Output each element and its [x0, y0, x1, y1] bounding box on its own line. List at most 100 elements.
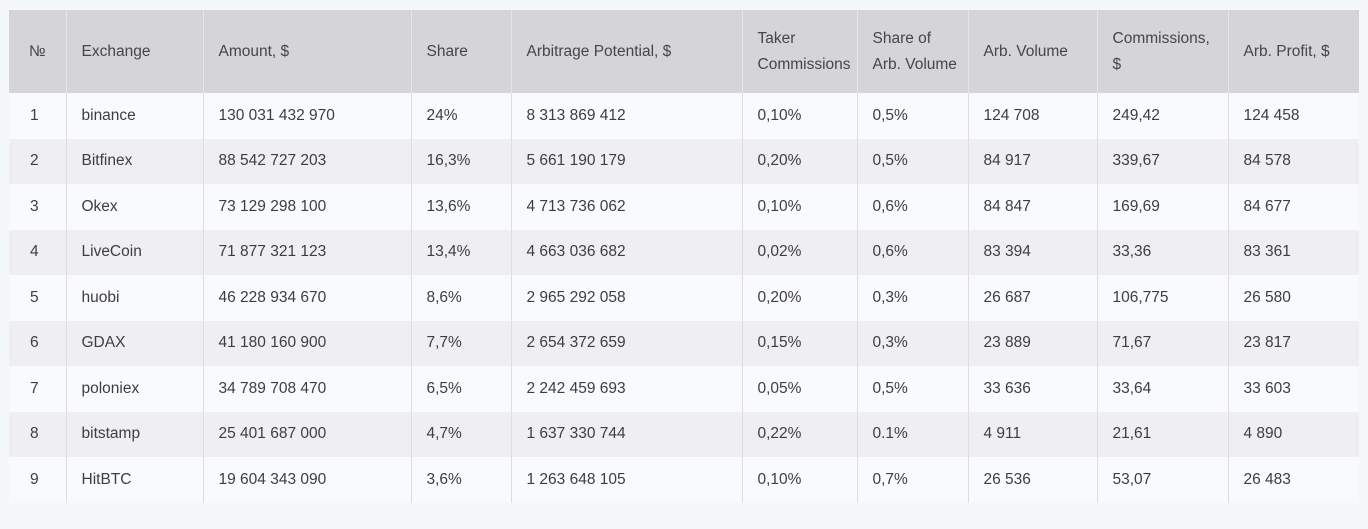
cell-arbitrage-potential-usd: 2 965 292 058 — [511, 275, 743, 321]
exchanges-arbitrage-table: № Exchange Amount, $ Share Arbitrage Potenti… — [9, 10, 1359, 503]
cell-commissions-usd: 169,69 — [1097, 184, 1229, 230]
table-container: № Exchange Amount, $ Share Arbitrage Potenti… — [9, 10, 1359, 503]
column-header-share: Share — [411, 10, 512, 93]
cell-arb-profit-usd: 124 458 — [1243, 106, 1300, 124]
cell-share: 13,6% — [411, 184, 512, 230]
cell-arb-profit-usd: 33 603 — [1243, 379, 1291, 397]
table-row: 9 HitBTC 19 604 343 090 3,6% 1 263 648 105 0,… — [9, 457, 1359, 503]
cell-amount-usd: 130 031 432 970 — [203, 93, 412, 139]
cell-share: 13,4% — [411, 229, 512, 275]
cell-number: 5 — [9, 275, 67, 321]
cell-arbitrage-potential-usd: 1 263 648 105 — [511, 457, 743, 503]
cell-arbitrage-potential-usd: 1 637 330 744 — [511, 411, 743, 457]
cell-exchange: Bitfinex — [66, 138, 204, 184]
cell-share-of-arb-volume: 0,3% — [857, 275, 969, 321]
cell-share-of-arb-volume: 0,6% — [857, 229, 969, 275]
cell-share: 16,3% — [411, 138, 512, 184]
cell-commissions-usd: 33,36 — [1097, 229, 1229, 275]
cell-number: 3 — [9, 184, 67, 230]
cell-arbitrage-potential-usd: 2 654 372 659 — [511, 320, 743, 366]
cell-commissions-usd: 106,775 — [1097, 275, 1229, 321]
cell-share-of-arb-volume: 0,6% — [857, 184, 969, 230]
cell-share-of-arb-volume: 0,5% — [857, 138, 969, 184]
cell-share: 7,7% — [411, 320, 512, 366]
cell-amount-usd: 19 604 343 090 — [203, 457, 412, 503]
table-row: 3 Okex 73 129 298 100 13,6% 4 713 736 062 0,1… — [9, 184, 1359, 230]
table-row: 5 huobi 46 228 934 670 8,6% 2 965 292 058 0,2… — [9, 275, 1359, 321]
cell-exchange: HitBTC — [66, 457, 204, 503]
cell-number: 4 — [9, 229, 67, 275]
cell-arb-volume: 26 687 — [968, 275, 1098, 321]
column-header-arbitrage-potential-usd: Arbitrage Potential, $ — [511, 10, 743, 93]
cell-arb-volume: 26 536 — [968, 457, 1098, 503]
cell-arb-volume: 83 394 — [968, 229, 1098, 275]
cell-taker-commissions: 0,10% — [742, 184, 858, 230]
column-header-arb-profit-usd: Arb. Profit, $ — [1228, 10, 1359, 93]
cell-amount-usd: 71 877 321 123 — [203, 229, 412, 275]
cell-amount-usd: 25 401 687 000 — [203, 411, 412, 457]
cell-amount-usd: 88 542 727 203 — [203, 138, 412, 184]
cell-share-of-arb-volume: 0,3% — [857, 320, 969, 366]
cell-amount-usd: 46 228 934 670 — [203, 275, 412, 321]
cell-arb-volume: 84 847 — [968, 184, 1098, 230]
cell-arb-profit-usd: 23 817 — [1243, 334, 1291, 352]
cell-arb-profit-usd: 4 890 — [1243, 425, 1283, 443]
cell-arbitrage-potential-usd: 5 661 190 179 — [511, 138, 743, 184]
column-header-exchange: Exchange — [66, 10, 204, 93]
cell-number: 9 — [9, 457, 67, 503]
column-header-arb-volume: Arb. Volume — [968, 10, 1098, 93]
cell-share: 24% — [411, 93, 512, 139]
cell-arb-volume: 124 708 — [968, 93, 1098, 139]
cell-arbitrage-potential-usd: 2 242 459 693 — [511, 366, 743, 412]
cell-arb-profit-usd: 84 677 — [1243, 197, 1291, 215]
cell-share-of-arb-volume: 0.1% — [857, 411, 969, 457]
cell-commissions-usd: 53,07 — [1097, 457, 1229, 503]
cell-number: 8 — [9, 411, 67, 457]
cell-arb-volume: 33 636 — [968, 366, 1098, 412]
column-header-share-of-arb-volume: Share of Arb. Volume — [857, 10, 969, 93]
cell-share-of-arb-volume: 0,5% — [857, 93, 969, 139]
column-header-commissions-usd: Commissions, $ — [1097, 10, 1229, 93]
column-header-number: № — [9, 10, 67, 93]
table-row: 6 GDAX 41 180 160 900 7,7% 2 654 372 659 0,15… — [9, 320, 1359, 366]
cell-exchange: binance — [66, 93, 204, 139]
cell-share-of-arb-volume: 0,7% — [857, 457, 969, 503]
cell-number: 7 — [9, 366, 67, 412]
cell-taker-commissions: 0,02% — [742, 229, 858, 275]
cell-share: 6,5% — [411, 366, 512, 412]
cell-exchange: huobi — [66, 275, 204, 321]
cell-commissions-usd: 33,64 — [1097, 366, 1229, 412]
cell-taker-commissions: 0,10% — [742, 93, 858, 139]
cell-arb-volume: 4 911 — [968, 411, 1098, 457]
cell-taker-commissions: 0,05% — [742, 366, 858, 412]
cell-arbitrage-potential-usd: 4 663 036 682 — [511, 229, 743, 275]
table-row: 4 LiveCoin 71 877 321 123 13,4% 4 663 036 68… — [9, 229, 1359, 275]
cell-arb-volume: 23 889 — [968, 320, 1098, 366]
cell-exchange: bitstamp — [66, 411, 204, 457]
cell-number: 2 — [9, 138, 67, 184]
cell-arbitrage-potential-usd: 4 713 736 062 — [511, 184, 743, 230]
cell-arb-profit-usd: 26 483 — [1243, 470, 1291, 488]
column-header-taker-commissions: Taker Commissions — [742, 10, 858, 93]
cell-taker-commissions: 0,10% — [742, 457, 858, 503]
cell-exchange: GDAX — [66, 320, 204, 366]
column-header-amount-usd: Amount, $ — [203, 10, 412, 93]
cell-commissions-usd: 249,42 — [1097, 93, 1229, 139]
cell-arb-profit-usd: 26 580 — [1243, 288, 1291, 306]
table-header-row: № Exchange Amount, $ Share Arbitrage Potenti… — [9, 10, 1359, 93]
cell-share: 3,6% — [411, 457, 512, 503]
cell-amount-usd: 73 129 298 100 — [203, 184, 412, 230]
cell-exchange: poloniex — [66, 366, 204, 412]
cell-arb-volume: 84 917 — [968, 138, 1098, 184]
cell-arbitrage-potential-usd: 8 313 869 412 — [511, 93, 743, 139]
cell-number: 1 — [9, 93, 67, 139]
cell-number: 6 — [9, 320, 67, 366]
cell-exchange: LiveCoin — [66, 229, 204, 275]
cell-taker-commissions: 0,20% — [742, 138, 858, 184]
cell-commissions-usd: 21,61 — [1097, 411, 1229, 457]
cell-commissions-usd: 339,67 — [1097, 138, 1229, 184]
cell-exchange: Okex — [66, 184, 204, 230]
cell-share: 4,7% — [411, 411, 512, 457]
cell-taker-commissions: 0,20% — [742, 275, 858, 321]
table-row: 1 binance 130 031 432 970 24% 8 313 869 412 0… — [9, 93, 1359, 139]
